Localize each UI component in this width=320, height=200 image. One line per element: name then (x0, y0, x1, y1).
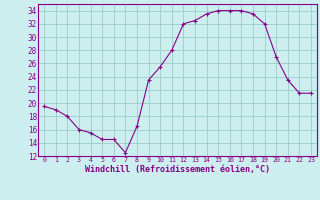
X-axis label: Windchill (Refroidissement éolien,°C): Windchill (Refroidissement éolien,°C) (85, 165, 270, 174)
